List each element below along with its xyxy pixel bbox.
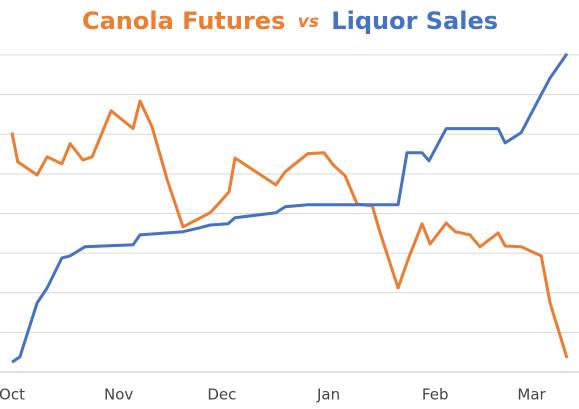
x-tick-label: Dec [207,386,236,404]
series-line [11,52,569,364]
title-series-a: Canola Futures [82,7,285,35]
x-tick-label: Feb [422,386,449,404]
x-tick-label: Oct [0,386,25,404]
x-tick-label: Jan [316,386,340,404]
series-line [10,99,569,359]
title-series-b: Liquor Sales [331,7,498,35]
title-joiner: vs [298,12,319,32]
chart-title: Canola Futures vs Liquor Sales [82,7,498,35]
x-tick-label: Nov [104,386,133,404]
x-tick-label: Mar [517,386,546,404]
